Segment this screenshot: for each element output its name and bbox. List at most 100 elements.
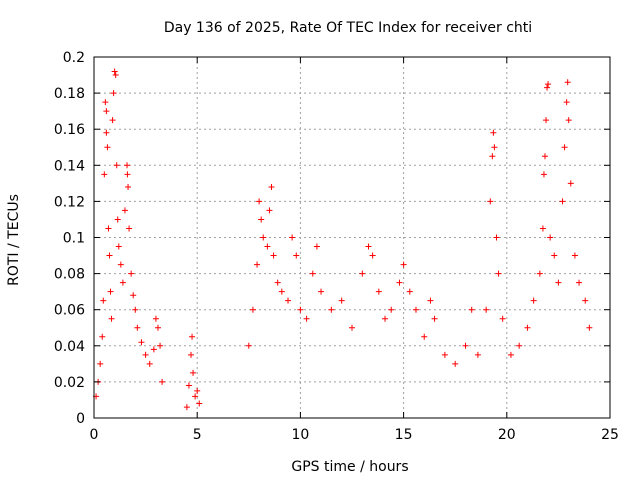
data-point — [359, 270, 366, 277]
data-point — [194, 387, 201, 394]
data-point — [254, 261, 261, 268]
x-tick-label: 5 — [193, 427, 202, 443]
data-point — [427, 297, 434, 304]
data-point — [274, 279, 281, 286]
data-point — [126, 225, 133, 232]
data-point — [157, 342, 164, 349]
data-point — [365, 243, 372, 250]
data-point — [132, 306, 139, 313]
data-point — [491, 144, 498, 151]
data-point — [111, 68, 118, 75]
data-point — [490, 129, 497, 136]
data-point — [125, 183, 132, 190]
data-point — [530, 297, 537, 304]
data-point — [105, 225, 112, 232]
data-point — [189, 333, 196, 340]
y-tick-label: 0.18 — [54, 86, 85, 102]
data-point — [499, 315, 506, 322]
data-point — [412, 306, 419, 313]
data-point — [406, 288, 413, 295]
data-point — [541, 153, 548, 160]
data-point — [338, 297, 345, 304]
data-point — [559, 198, 566, 205]
data-point — [260, 234, 267, 241]
data-point — [258, 216, 265, 223]
data-point — [146, 360, 153, 367]
data-point — [586, 324, 593, 331]
chart-title: Day 136 of 2025, Rate Of TEC Index for r… — [164, 20, 532, 36]
grid-lines — [94, 57, 610, 418]
data-point — [159, 378, 166, 385]
data-point — [567, 180, 574, 187]
y-axis-label: ROTI / TECUs — [6, 194, 22, 286]
data-point — [142, 351, 149, 358]
data-point — [293, 252, 300, 259]
data-point — [369, 252, 376, 259]
y-tick-label: 0.04 — [54, 339, 85, 355]
data-point — [119, 279, 126, 286]
data-point — [313, 243, 320, 250]
data-point — [318, 288, 325, 295]
data-point — [124, 162, 131, 169]
data-point — [561, 144, 568, 151]
data-point — [109, 117, 116, 124]
x-tick-label: 0 — [90, 427, 99, 443]
data-point — [547, 234, 554, 241]
data-point — [545, 81, 552, 88]
data-point — [571, 252, 578, 259]
data-point — [431, 315, 438, 322]
data-point — [124, 171, 131, 178]
data-point — [266, 207, 273, 214]
data-point — [264, 243, 271, 250]
data-point — [551, 252, 558, 259]
data-point — [495, 270, 502, 277]
data-point — [564, 79, 571, 86]
data-point — [285, 297, 292, 304]
data-point — [452, 360, 459, 367]
data-point — [100, 297, 107, 304]
data-point — [539, 225, 546, 232]
data-point — [192, 393, 199, 400]
data-point — [483, 306, 490, 313]
y-tick-label: 0.16 — [54, 122, 85, 138]
data-point — [474, 351, 481, 358]
data-point — [555, 279, 562, 286]
data-point — [487, 198, 494, 205]
data-point — [565, 117, 572, 124]
data-point — [382, 315, 389, 322]
data-point — [99, 333, 106, 340]
data-points — [93, 68, 593, 411]
x-tick-label: 25 — [601, 427, 619, 443]
data-point — [278, 288, 285, 295]
data-point — [544, 84, 551, 91]
y-tick-label: 0.1 — [63, 231, 85, 247]
data-point — [108, 315, 115, 322]
data-point — [396, 279, 403, 286]
data-point — [107, 288, 114, 295]
data-point — [115, 243, 122, 250]
data-point — [103, 108, 110, 115]
data-point — [249, 306, 256, 313]
data-point — [183, 404, 190, 411]
data-point — [540, 171, 547, 178]
data-point — [388, 306, 395, 313]
data-point — [110, 90, 117, 97]
data-point — [493, 234, 500, 241]
data-point — [152, 315, 159, 322]
data-point — [190, 369, 197, 376]
y-tick-label: 0.06 — [54, 303, 85, 319]
data-point — [400, 261, 407, 268]
x-tick-label: 20 — [498, 427, 516, 443]
axis-ticks: 0 5 10 15 20 25 0 0.02 0.04 0.06 0.08 0.1 0.12 0.14 0.… — [54, 50, 619, 443]
plot-frame — [93, 56, 611, 419]
data-point — [303, 315, 310, 322]
data-point — [421, 333, 428, 340]
data-point — [101, 171, 108, 178]
data-point — [524, 324, 531, 331]
data-point — [328, 306, 335, 313]
data-point — [245, 342, 252, 349]
data-point — [196, 400, 203, 407]
data-point — [576, 279, 583, 286]
data-point — [375, 288, 382, 295]
